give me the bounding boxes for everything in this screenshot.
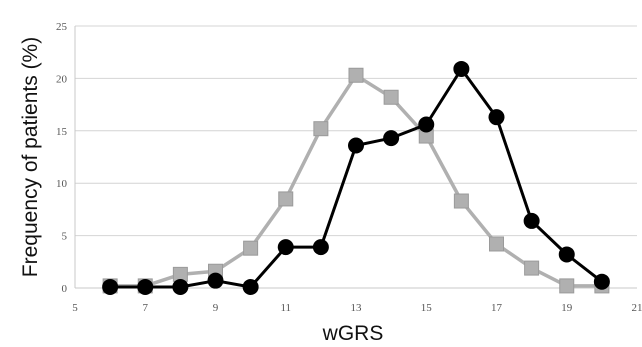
data-point-circle bbox=[523, 212, 540, 229]
series-group bbox=[102, 60, 610, 295]
data-point-circle bbox=[172, 278, 189, 295]
data-point-circle bbox=[137, 278, 154, 295]
data-point-circle bbox=[383, 130, 400, 147]
y-tick-label: 15 bbox=[56, 126, 68, 138]
data-point-circle bbox=[102, 278, 119, 295]
y-tick-label: 20 bbox=[56, 73, 68, 85]
x-tick-label: 11 bbox=[280, 302, 291, 314]
y-tick-label: 10 bbox=[56, 178, 68, 190]
data-point-circle bbox=[453, 60, 470, 77]
data-point-square bbox=[348, 67, 364, 83]
data-point-square bbox=[383, 89, 399, 105]
x-tick-label: 21 bbox=[632, 302, 642, 314]
series-line bbox=[110, 67, 603, 289]
data-point-circle bbox=[277, 239, 294, 256]
data-point-square bbox=[243, 240, 259, 256]
x-tick-label: 17 bbox=[491, 302, 503, 314]
y-axis-title: Frequency of patients (%) bbox=[19, 37, 42, 277]
data-point-square bbox=[278, 191, 294, 207]
gridlines bbox=[75, 25, 637, 237]
x-tick-label: 13 bbox=[351, 302, 363, 314]
data-point-circle bbox=[242, 278, 259, 295]
data-point-square bbox=[524, 260, 540, 276]
y-tick-label: 0 bbox=[62, 283, 68, 295]
data-point-square bbox=[453, 193, 469, 209]
x-tick-label: 19 bbox=[561, 302, 573, 314]
x-tick-label: 9 bbox=[213, 302, 219, 314]
series-1 bbox=[102, 67, 610, 294]
x-tick-label: 7 bbox=[143, 302, 149, 314]
data-point-circle bbox=[418, 116, 435, 133]
x-tick-label: 15 bbox=[421, 302, 433, 314]
data-point-square bbox=[489, 236, 504, 252]
data-point-circle bbox=[348, 137, 364, 154]
data-point-circle bbox=[207, 272, 224, 289]
y-tick-label: 25 bbox=[56, 21, 68, 33]
x-tick-label: 5 bbox=[72, 302, 78, 314]
data-point-circle bbox=[488, 109, 505, 126]
series-line bbox=[110, 73, 602, 288]
data-point-square bbox=[559, 278, 575, 294]
x-tick-labels: 5 7 9 11 13 15 17 19 21 bbox=[72, 302, 642, 314]
series-2 bbox=[102, 60, 610, 295]
data-point-circle bbox=[558, 246, 575, 263]
data-point-square bbox=[313, 121, 329, 137]
data-point-circle bbox=[312, 239, 329, 256]
x-axis-title: wGRS bbox=[322, 322, 384, 345]
axes bbox=[74, 26, 637, 289]
y-tick-labels: 0 5 10 15 20 25 bbox=[56, 21, 68, 295]
y-tick-label: 5 bbox=[62, 231, 68, 243]
data-point-circle bbox=[593, 273, 610, 290]
